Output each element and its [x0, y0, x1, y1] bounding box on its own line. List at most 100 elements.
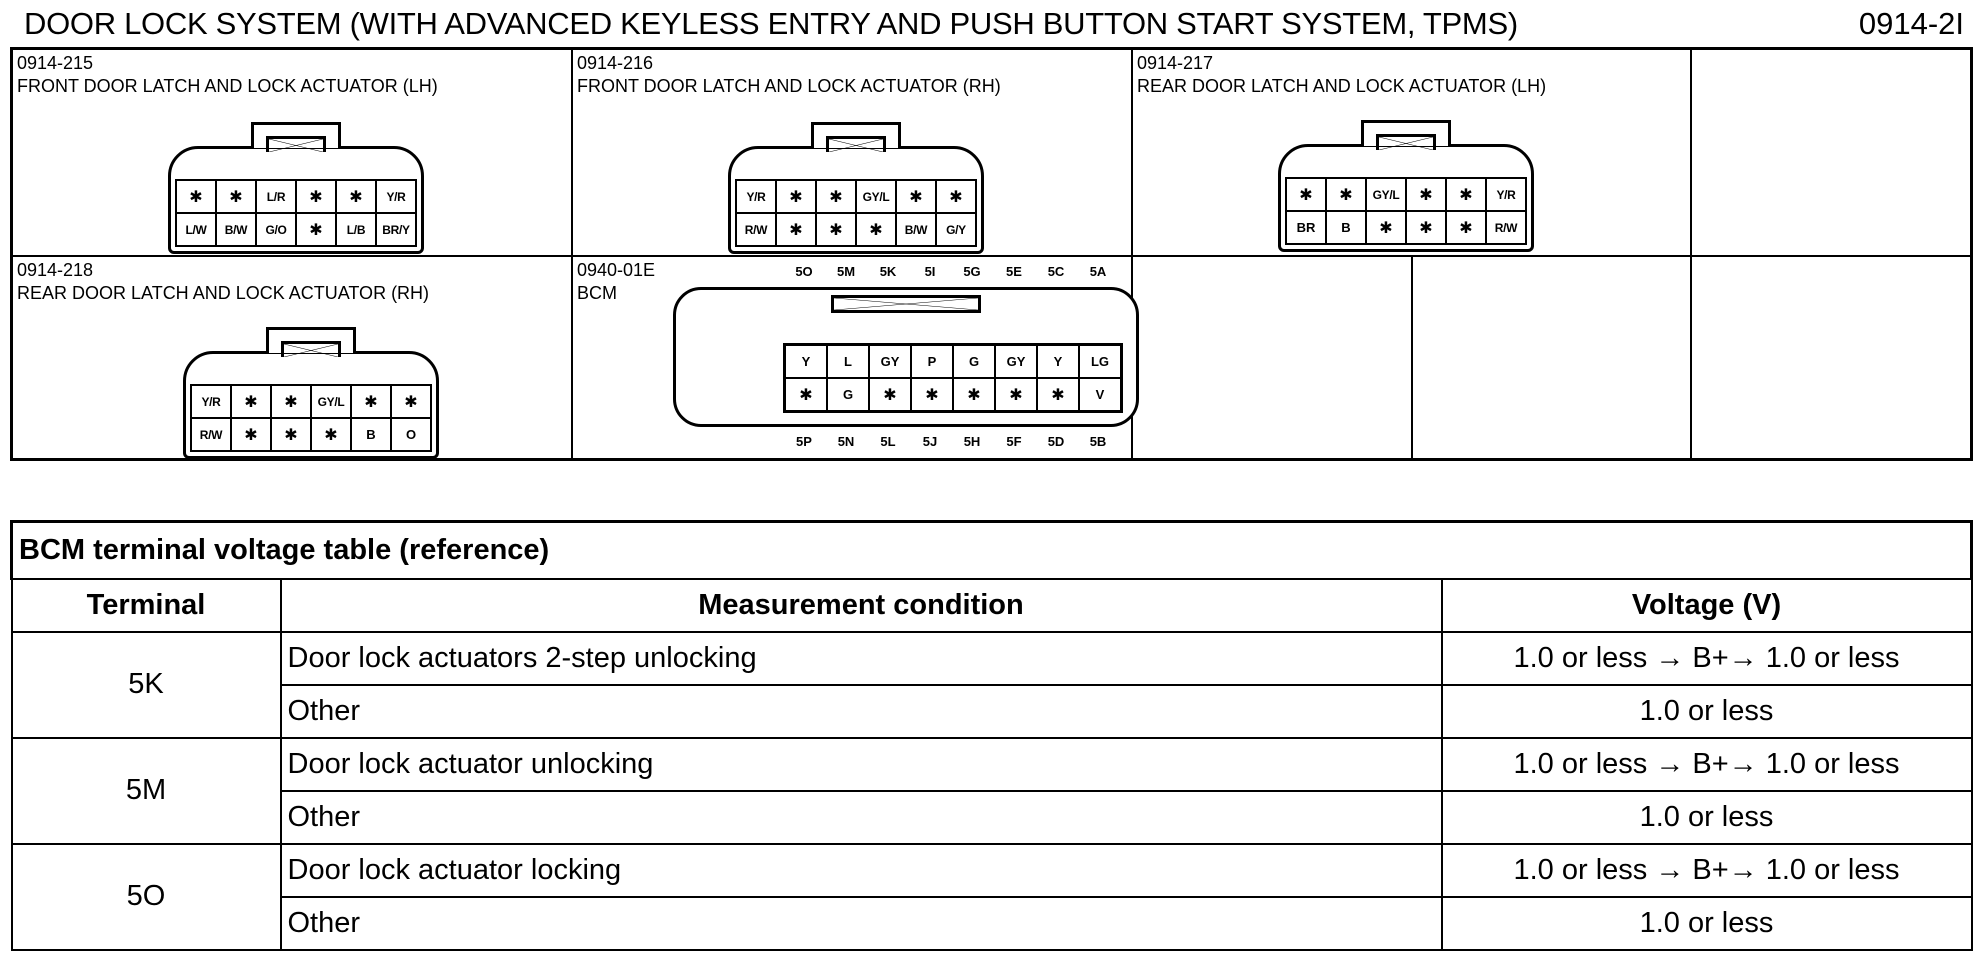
connector-cell-0914-218: 0914-218 REAR DOOR LATCH AND LOCK ACTUAT… [13, 257, 573, 459]
connector-name: FRONT DOOR LATCH AND LOCK ACTUATOR (LH) [17, 76, 438, 96]
header-terminal: Terminal [10, 577, 282, 633]
connector-pin: V [1080, 379, 1122, 412]
connector-pin-unused: ✱ [996, 379, 1038, 412]
connector-pin-unused: ✱ [217, 181, 257, 214]
connector-pin-unused: ✱ [1447, 179, 1487, 212]
connector-pin-two-color-wire: GY/L [312, 386, 352, 419]
connector-pin-grid: Y/R ✱ ✱ GY/L ✱ ✱ R/W ✱ ✱ ✱ B/W G/Y [735, 179, 977, 247]
table-row: Other 1.0 or less [12, 683, 1973, 739]
connector-body: Y/R ✱ ✱ GY/L ✱ ✱ R/W ✱ ✱ ✱ B O [183, 351, 439, 459]
pin-number: 5D [1047, 434, 1065, 449]
connector-pin-unused: ✱ [1367, 212, 1407, 245]
condition-cell: Door lock actuator locking [279, 842, 1443, 898]
connector-name: REAR DOOR LATCH AND LOCK ACTUATOR (RH) [17, 283, 430, 303]
connector-pin-grid: ✱ ✱ L/R ✱ ✱ Y/R L/W B/W G/O ✱ L/B BR/Y [175, 179, 417, 247]
connector-pin-unused: ✱ [1327, 179, 1367, 212]
connector-pin-two-color-wire: R/W [192, 419, 232, 452]
bcm-latch [831, 295, 981, 313]
connector-pin-unused: ✱ [272, 386, 312, 419]
connector-pin-unused: ✱ [817, 181, 857, 214]
connector-id: 0914-218 [17, 260, 94, 280]
page-title: DOOR LOCK SYSTEM (WITH ADVANCED KEYLESS … [24, 6, 1518, 41]
connector-pin-unused: ✱ [912, 379, 954, 412]
connector-name: BCM [577, 283, 617, 303]
connector-pin-two-color-wire: B/W [897, 214, 937, 247]
connector-pin-two-color-wire: GY/L [1367, 179, 1407, 212]
connector-pin: BR [1287, 212, 1327, 245]
connector-pin-two-color-wire: R/W [1487, 212, 1527, 245]
connector-pin-unused: ✱ [352, 386, 392, 419]
pin-number: 5N [837, 434, 855, 449]
connector-body: ✱ ✱ L/R ✱ ✱ Y/R L/W B/W G/O ✱ L/B BR/Y [168, 146, 424, 254]
connector-pin-unused: ✱ [312, 419, 352, 452]
bcm-pin-grid: Y L GY P G GY Y LG ✱ G ✱ ✱ ✱ ✱ ✱ V [783, 343, 1123, 413]
header-condition: Measurement condition [279, 577, 1443, 633]
connector-pin-unused: ✱ [937, 181, 977, 214]
voltage-cell: 1.0 or less → B+→ 1.0 or less [1440, 736, 1973, 792]
connector-grid: 0914-215 FRONT DOOR LATCH AND LOCK ACTUA… [10, 47, 1973, 461]
connector-pin-unused: ✱ [297, 181, 337, 214]
connector-pin-unused: ✱ [857, 214, 897, 247]
connector-pin-unused: ✱ [297, 214, 337, 247]
connector-latch [1376, 134, 1436, 150]
connector-pin: P [912, 346, 954, 379]
connector-pin: LG [1080, 346, 1122, 379]
connector-pin-unused: ✱ [1407, 179, 1447, 212]
connector-pin-unused: ✱ [786, 379, 828, 412]
connector-cell-0914-217: 0914-217 REAR DOOR LATCH AND LOCK ACTUAT… [1133, 50, 1692, 257]
pin-number: 5C [1047, 264, 1065, 279]
voltage-cell: 1.0 or less [1440, 895, 1973, 951]
pin-number: 5P [796, 434, 812, 449]
table-row: Other 1.0 or less [12, 895, 1973, 951]
connector-body: Y/R ✱ ✱ GY/L ✱ ✱ R/W ✱ ✱ ✱ B/W G/Y [728, 146, 984, 254]
connector-pin-two-color-wire: GY/L [857, 181, 897, 214]
connector-pin-unused: ✱ [1447, 212, 1487, 245]
connector-name: REAR DOOR LATCH AND LOCK ACTUATOR (LH) [1137, 76, 1547, 96]
connector-pin-unused: ✱ [177, 181, 217, 214]
connector-pin-two-color-wire: B/W [217, 214, 257, 247]
pin-number: 5L [880, 434, 896, 449]
connector-latch [826, 136, 886, 152]
condition-cell: Door lock actuators 2-step unlocking [279, 630, 1443, 686]
connector-cell-bcm: 0940-01E BCM 5O 5M 5K 5I 5G 5E 5C 5A 5P 5N 5L 5J 5H 5… [573, 257, 1139, 458]
connector-pin-unused: ✱ [897, 181, 937, 214]
connector-pin: B [352, 419, 392, 452]
connector-pin-two-color-wire: Y/R [377, 181, 417, 214]
voltage-cell: 1.0 or less [1440, 789, 1973, 845]
connector-pin-unused: ✱ [232, 386, 272, 419]
connector-cell-0914-215: 0914-215 FRONT DOOR LATCH AND LOCK ACTUA… [13, 50, 573, 257]
pin-number: 5E [1006, 264, 1022, 279]
pin-number: 5M [836, 264, 856, 279]
connector-pin-unused: ✱ [870, 379, 912, 412]
header-voltage: Voltage (V) [1440, 577, 1973, 633]
condition-cell: Other [279, 895, 1443, 951]
connector-pin-two-color-wire: Y/R [1487, 179, 1527, 212]
voltage-cell: 1.0 or less [1440, 683, 1973, 739]
connector-pin-grid: Y/R ✱ ✱ GY/L ✱ ✱ R/W ✱ ✱ ✱ B O [190, 384, 432, 452]
terminal-cell: 5M [10, 736, 282, 845]
connector-pin-unused: ✱ [954, 379, 996, 412]
voltage-cell: 1.0 or less → B+→ 1.0 or less [1440, 630, 1973, 686]
empty-cell [1692, 257, 1973, 458]
condition-cell: Other [279, 789, 1443, 845]
connector-id: 0914-215 [17, 53, 94, 73]
connector-pin: L [828, 346, 870, 379]
pin-number: 5K [879, 264, 897, 279]
connector-pin-two-color-wire: L/W [177, 214, 217, 247]
connector-latch [266, 136, 326, 152]
pin-number: 5F [1006, 434, 1022, 449]
connector-pin-unused: ✱ [1287, 179, 1327, 212]
connector-pin-two-color-wire: Y/R [737, 181, 777, 214]
table-title: BCM terminal voltage table (reference) [10, 520, 1973, 580]
connector-pin: Y [786, 346, 828, 379]
table-row: 5M Door lock actuator unlocking 1.0 or les… [10, 736, 1973, 845]
pin-number: 5H [963, 434, 981, 449]
connector-id: 0940-01E [577, 260, 656, 280]
pin-number: 5I [924, 264, 936, 279]
pin-number: 5J [922, 434, 938, 449]
bcm-voltage-table: BCM terminal voltage table (reference) T… [10, 520, 1973, 951]
empty-cell [1133, 257, 1413, 458]
connector-pin-unused: ✱ [777, 181, 817, 214]
connector-pin-grid: ✱ ✱ GY/L ✱ ✱ Y/R BR B ✱ ✱ ✱ R/W [1285, 177, 1527, 245]
connector-pin-unused: ✱ [817, 214, 857, 247]
